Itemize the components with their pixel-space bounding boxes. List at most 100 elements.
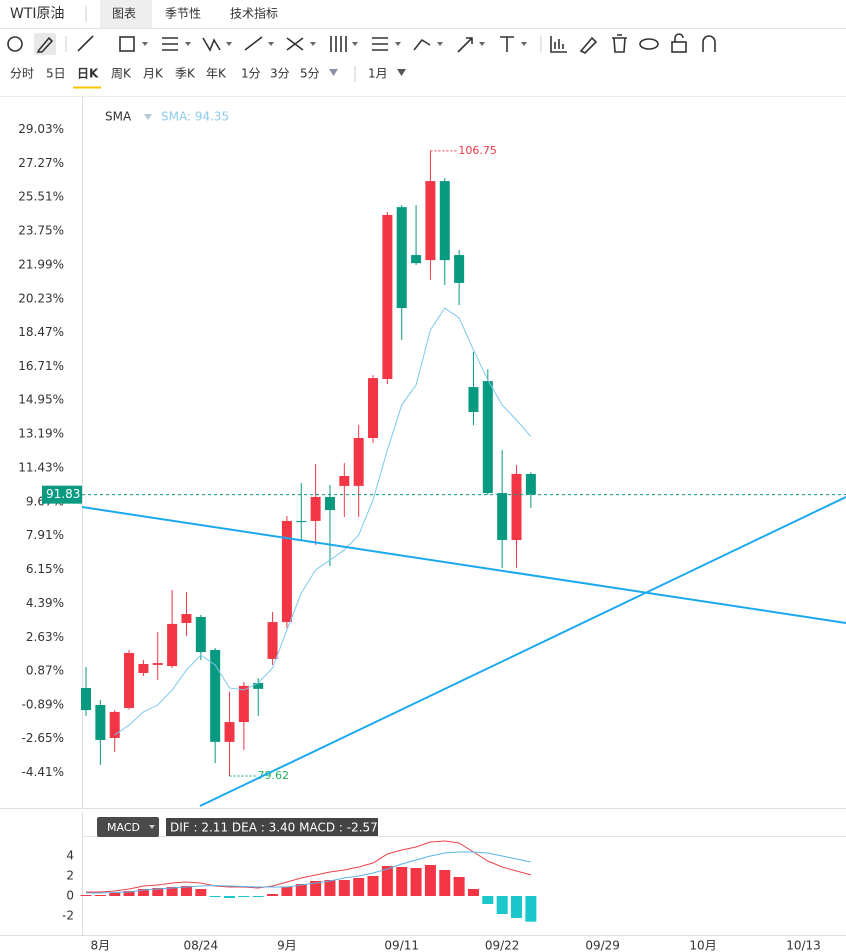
period-option[interactable]: 5日: [46, 67, 66, 81]
period-option[interactable]: 分时: [10, 67, 34, 81]
tool-icon[interactable]: [702, 35, 716, 52]
macd-bar: [152, 888, 164, 896]
candle-body: [195, 617, 206, 653]
candle-body: [396, 207, 407, 309]
macd-bar: [80, 895, 92, 896]
candle-body: [497, 493, 508, 541]
y-tick-label: 4.39%: [26, 596, 64, 610]
legend-box: [166, 818, 378, 836]
period-option[interactable]: 日K: [77, 67, 99, 81]
y-tick-label: 14.95%: [18, 393, 64, 407]
tool-icon[interactable]: [457, 37, 473, 53]
dropdown-arrow[interactable]: [144, 114, 152, 120]
candle-body: [124, 652, 135, 709]
candlestick-chart: 29.03% 27.27% 25.51% 23.75% 21.99% 20.23% 18.4…: [18, 122, 846, 782]
y-tick-label: -2.65%: [22, 731, 64, 745]
candle-body: [468, 387, 479, 412]
y-tick-label: -0.89%: [22, 697, 64, 711]
period-option[interactable]: 3分: [270, 67, 290, 81]
macd-bar: [224, 896, 236, 898]
y-tick-label: 29.03%: [18, 122, 64, 136]
x-tick-label: 09/22: [485, 939, 520, 952]
macd-bar: [324, 880, 336, 896]
tab[interactable]: 季节性: [165, 7, 201, 21]
tool-icon[interactable]: [244, 36, 263, 51]
macd-bar: [439, 870, 451, 896]
sma-line: [114, 307, 532, 736]
last-price-box: [42, 485, 82, 504]
candle-body: [109, 711, 120, 738]
dropdown-arrows: [142, 42, 527, 46]
candle-body: [482, 381, 493, 494]
indicator-name[interactable]: SMA: [105, 110, 132, 124]
y-tick-label: 0: [66, 889, 74, 903]
tab[interactable]: 图表: [112, 7, 136, 21]
tool-icon[interactable]: [119, 36, 135, 52]
period-option[interactable]: 月K: [143, 67, 164, 81]
y-tick-label: 21.99%: [18, 257, 64, 271]
dropdown-arrow[interactable]: [397, 69, 406, 76]
tool-icon[interactable]: [202, 37, 221, 52]
candle-body: [411, 255, 422, 264]
candle-body: [81, 687, 92, 711]
macd-bar: [137, 889, 149, 896]
trend-line[interactable]: [81, 506, 846, 624]
macd-bar: [467, 889, 479, 896]
y-tick-label: 6.15%: [26, 562, 64, 576]
tool-icon[interactable]: [77, 35, 94, 52]
period-bar: 分时 5日 日K 周K 月K 季K 年K 1分 3分 5分: [10, 67, 320, 81]
toolbar: [7, 33, 716, 55]
y-tick-label: 7.91%: [26, 528, 64, 542]
candle-body: [310, 496, 321, 521]
candle-body: [454, 255, 465, 283]
dropdown-arrow[interactable]: [329, 69, 338, 76]
indicator-name[interactable]: MACD: [107, 821, 140, 834]
tool-icon[interactable]: [579, 36, 598, 54]
macd-bar: [367, 876, 379, 896]
candle-body: [353, 437, 364, 486]
tool-icon[interactable]: [36, 36, 54, 53]
tool-icon[interactable]: [413, 38, 431, 51]
trend-line[interactable]: [199, 496, 846, 807]
macd-bar: [166, 887, 178, 896]
tool-icon[interactable]: [671, 41, 687, 53]
instrument-title: WTI原油: [10, 6, 65, 22]
macd-bar: [281, 887, 293, 896]
period-option[interactable]: 周K: [111, 67, 132, 81]
candle-body: [238, 685, 249, 723]
tool-icon[interactable]: [162, 37, 178, 51]
macd-bar: [353, 878, 365, 896]
high-label: 106.75: [458, 144, 497, 157]
period-option[interactable]: 季K: [175, 67, 196, 81]
macd-bar: [310, 881, 322, 896]
tool-icon[interactable]: [550, 36, 567, 53]
candle-body: [368, 378, 379, 438]
x-tick-label: 09/29: [585, 939, 620, 952]
period-option[interactable]: 年K: [206, 67, 227, 81]
tool-icon[interactable]: [286, 37, 304, 51]
range-select[interactable]: 1月: [368, 67, 388, 81]
y-tick-label: 18.47%: [18, 325, 64, 339]
tool-icon[interactable]: [612, 34, 627, 53]
indicator-button[interactable]: [97, 817, 159, 837]
tool-icon[interactable]: [372, 37, 388, 51]
candle-body: [525, 473, 536, 495]
y-tick-label: 2.63%: [26, 630, 64, 644]
tab[interactable]: 技术指标: [230, 6, 278, 21]
candle-body: [267, 622, 278, 659]
macd-bar: [338, 880, 350, 896]
macd-bar: [511, 896, 523, 918]
tool-icon[interactable]: [639, 38, 659, 50]
macd-bar: [396, 867, 408, 896]
y-tick-label: -4.41%: [22, 765, 64, 779]
tool-icon[interactable]: [330, 36, 347, 52]
macd-bar: [267, 894, 279, 896]
y-tick-label: 25.51%: [18, 190, 64, 204]
candle-body: [181, 614, 192, 623]
y-tick-label: 11.43%: [18, 460, 64, 474]
tool-icon[interactable]: [7, 36, 23, 52]
period-option[interactable]: 5分: [300, 67, 320, 81]
low-label: 79.62: [258, 769, 290, 782]
tool-icon[interactable]: [500, 36, 514, 52]
period-option[interactable]: 1分: [241, 67, 261, 81]
